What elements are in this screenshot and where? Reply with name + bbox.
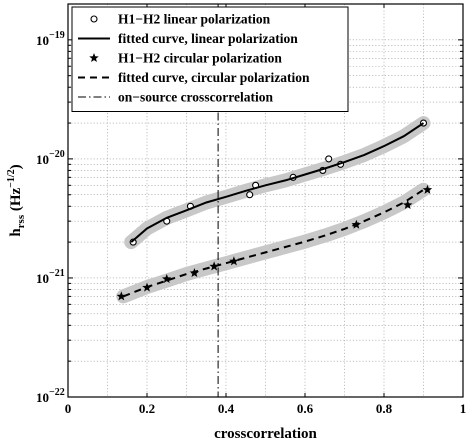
y-tick-exponent: −19: [49, 30, 65, 41]
legend: H1−H2 linear polarization fitted curve, l…: [71, 6, 349, 112]
y-tick-exponent: −20: [49, 149, 65, 160]
legend-marker: [89, 53, 99, 63]
x-tick-label: 0.8: [376, 401, 393, 416]
y-tick-label: 10−19: [36, 30, 65, 48]
linear-fit-line: [130, 122, 425, 243]
x-tick-label: 0.2: [139, 401, 155, 416]
y-tick-exponent: −21: [49, 268, 65, 279]
legend-label: fitted curve, linear polarization: [118, 31, 298, 46]
linear-data-point: [246, 191, 254, 199]
y-tick-base: 10: [36, 33, 49, 48]
circular-data-point: [209, 261, 219, 271]
grid: [68, 3, 463, 398]
legend-label: H1−H2 linear polarization: [118, 12, 271, 27]
legend-box: [71, 6, 349, 112]
circular-fit-line: [122, 188, 425, 298]
legend-marker: [90, 15, 98, 23]
y-axis-title-unit-close: ): [8, 164, 24, 169]
legend-label: H1−H2 circular polarization: [118, 51, 282, 66]
circular-data-point: [402, 199, 413, 210]
y-tick-exponent: −22: [49, 387, 65, 398]
y-tick-label: 10−20: [36, 149, 65, 167]
y-tick-label: 10−22: [36, 387, 65, 405]
x-tick-label: 1: [460, 401, 467, 416]
plot-frame: [67, 3, 464, 398]
circular-data-point: [229, 256, 239, 266]
y-tick-base: 10: [36, 152, 49, 167]
legend-label: fitted curve, circular polarization: [118, 70, 310, 85]
x-tick-label: 0.4: [218, 401, 235, 416]
linear-data-point: [325, 155, 333, 163]
y-axis-title-main: h: [8, 228, 24, 237]
circular-data-point: [161, 273, 172, 284]
y-axis-title-unit: (Hz: [8, 187, 24, 214]
y-tick-base: 10: [36, 271, 49, 286]
axis-titles: crosscorrelation hrss (Hz−1/2): [6, 164, 318, 442]
x-tick-label: 0.6: [297, 401, 314, 416]
y-axis-title-subscript: rss: [15, 214, 27, 228]
x-axis-title: crosscorrelation: [214, 426, 317, 442]
y-tick-label: 10−21: [36, 268, 65, 286]
y-axis-title-exponent: −1/2: [6, 169, 17, 187]
circular-data-point: [116, 291, 127, 301]
legend-label: on−source crosscorrelation: [118, 90, 274, 105]
y-tick-base: 10: [36, 390, 49, 405]
y-axis-title: hrss (Hz−1/2): [6, 164, 27, 236]
circular-data-point: [422, 184, 433, 194]
x-tick-label: 0: [65, 401, 72, 416]
